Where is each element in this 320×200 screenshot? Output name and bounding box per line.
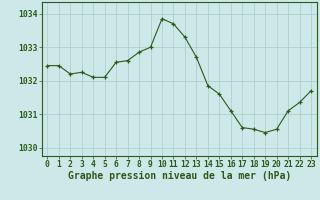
X-axis label: Graphe pression niveau de la mer (hPa): Graphe pression niveau de la mer (hPa): [68, 171, 291, 181]
